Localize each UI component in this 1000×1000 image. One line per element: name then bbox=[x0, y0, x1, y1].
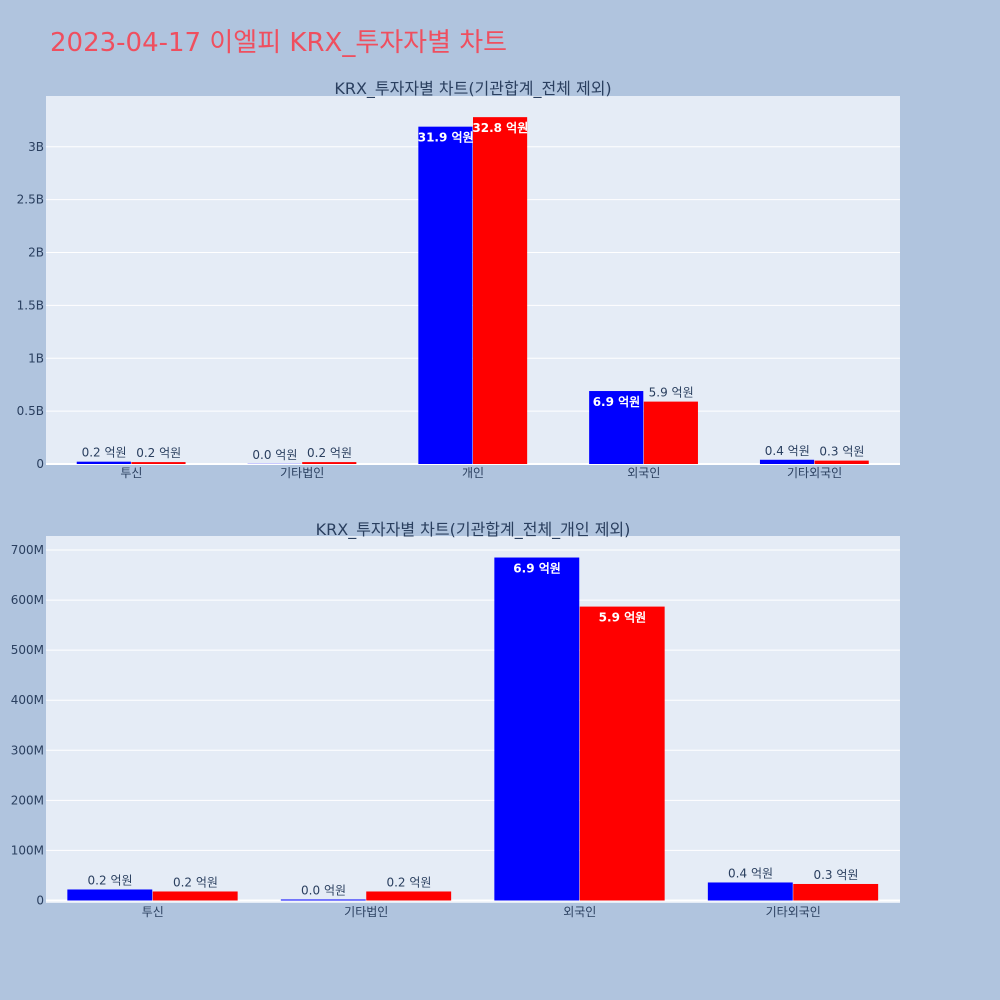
y-tick-label: 200M bbox=[11, 793, 44, 807]
bar bbox=[759, 459, 815, 464]
bar bbox=[494, 557, 580, 901]
bar bbox=[793, 883, 879, 901]
y-tick-label: 500M bbox=[11, 643, 44, 657]
x-tick-label: 외국인 bbox=[627, 466, 660, 480]
y-tick-label: 1.5B bbox=[17, 298, 44, 312]
x-tick-label: 기타법인 bbox=[344, 905, 388, 919]
y-tick-label: 2.5B bbox=[17, 193, 44, 207]
y-tick-label: 600M bbox=[11, 593, 44, 607]
data-label: 5.9 억원 bbox=[599, 611, 647, 625]
data-label: 0.2 억원 bbox=[88, 873, 133, 887]
data-label: 5.9 억원 bbox=[649, 386, 694, 400]
bar bbox=[814, 460, 869, 464]
data-label: 0.4 억원 bbox=[765, 444, 810, 458]
bar bbox=[418, 126, 473, 465]
data-label: 32.8 억원 bbox=[472, 121, 528, 135]
bar bbox=[473, 117, 528, 465]
x-tick-label: 기타외국인 bbox=[766, 905, 821, 919]
data-label: 0.3 억원 bbox=[813, 868, 858, 882]
bar bbox=[579, 606, 665, 901]
y-tick-label: 0 bbox=[36, 893, 44, 907]
data-label: 0.4 억원 bbox=[728, 866, 773, 880]
x-tick-label: 개인 bbox=[462, 466, 484, 480]
data-label: 6.9 억원 bbox=[513, 562, 561, 576]
data-label: 0.3 억원 bbox=[819, 445, 864, 459]
bar bbox=[280, 899, 366, 901]
chart-title: KRX_투자자별 차트(기관합계_전체 제외) bbox=[334, 79, 611, 99]
y-tick-label: 1B bbox=[28, 351, 44, 365]
plot-area bbox=[46, 536, 900, 903]
bar bbox=[302, 462, 357, 464]
y-tick-label: 3B bbox=[28, 140, 44, 154]
x-tick-label: 기타법인 bbox=[280, 466, 324, 480]
y-tick-label: 300M bbox=[11, 743, 44, 757]
bar bbox=[67, 889, 153, 901]
chart-title: KRX_투자자별 차트(기관합계_전체_개인 제외) bbox=[316, 520, 631, 540]
bar bbox=[589, 391, 644, 464]
x-tick-label: 외국인 bbox=[563, 905, 596, 919]
y-tick-label: 0 bbox=[36, 457, 44, 471]
data-label: 6.9 억원 bbox=[593, 395, 641, 409]
bar bbox=[152, 891, 238, 901]
y-tick-label: 100M bbox=[11, 843, 44, 857]
bar bbox=[643, 401, 698, 464]
y-tick-label: 2B bbox=[28, 246, 44, 260]
data-label: 0.2 억원 bbox=[173, 875, 218, 889]
bar bbox=[131, 462, 186, 464]
y-tick-label: 400M bbox=[11, 693, 44, 707]
data-label: 0.2 억원 bbox=[307, 446, 352, 460]
bar bbox=[707, 882, 793, 901]
data-label: 31.9 억원 bbox=[418, 131, 474, 145]
chart-1: KRX_투자자별 차트(기관합계_전체 제외) 0 0.5B 1B 1.5B 2B 2.5B… bbox=[17, 79, 900, 480]
data-label: 0.0 억원 bbox=[301, 883, 346, 897]
bar bbox=[76, 461, 131, 464]
data-label: 0.2 억원 bbox=[82, 446, 127, 460]
x-tick-label: 투신 bbox=[120, 466, 142, 480]
data-label: 0.2 억원 bbox=[386, 875, 431, 889]
x-tick-label: 투신 bbox=[142, 905, 164, 919]
data-label: 0.2 억원 bbox=[136, 446, 181, 460]
y-tick-label: 0.5B bbox=[17, 404, 44, 418]
page-title: 2023-04-17 이엘피 KRX_투자자별 차트 bbox=[50, 28, 508, 58]
bar bbox=[366, 891, 452, 901]
data-label: 0.0 억원 bbox=[252, 448, 297, 462]
y-tick-label: 700M bbox=[11, 543, 44, 557]
x-tick-label: 기타외국인 bbox=[787, 466, 842, 480]
